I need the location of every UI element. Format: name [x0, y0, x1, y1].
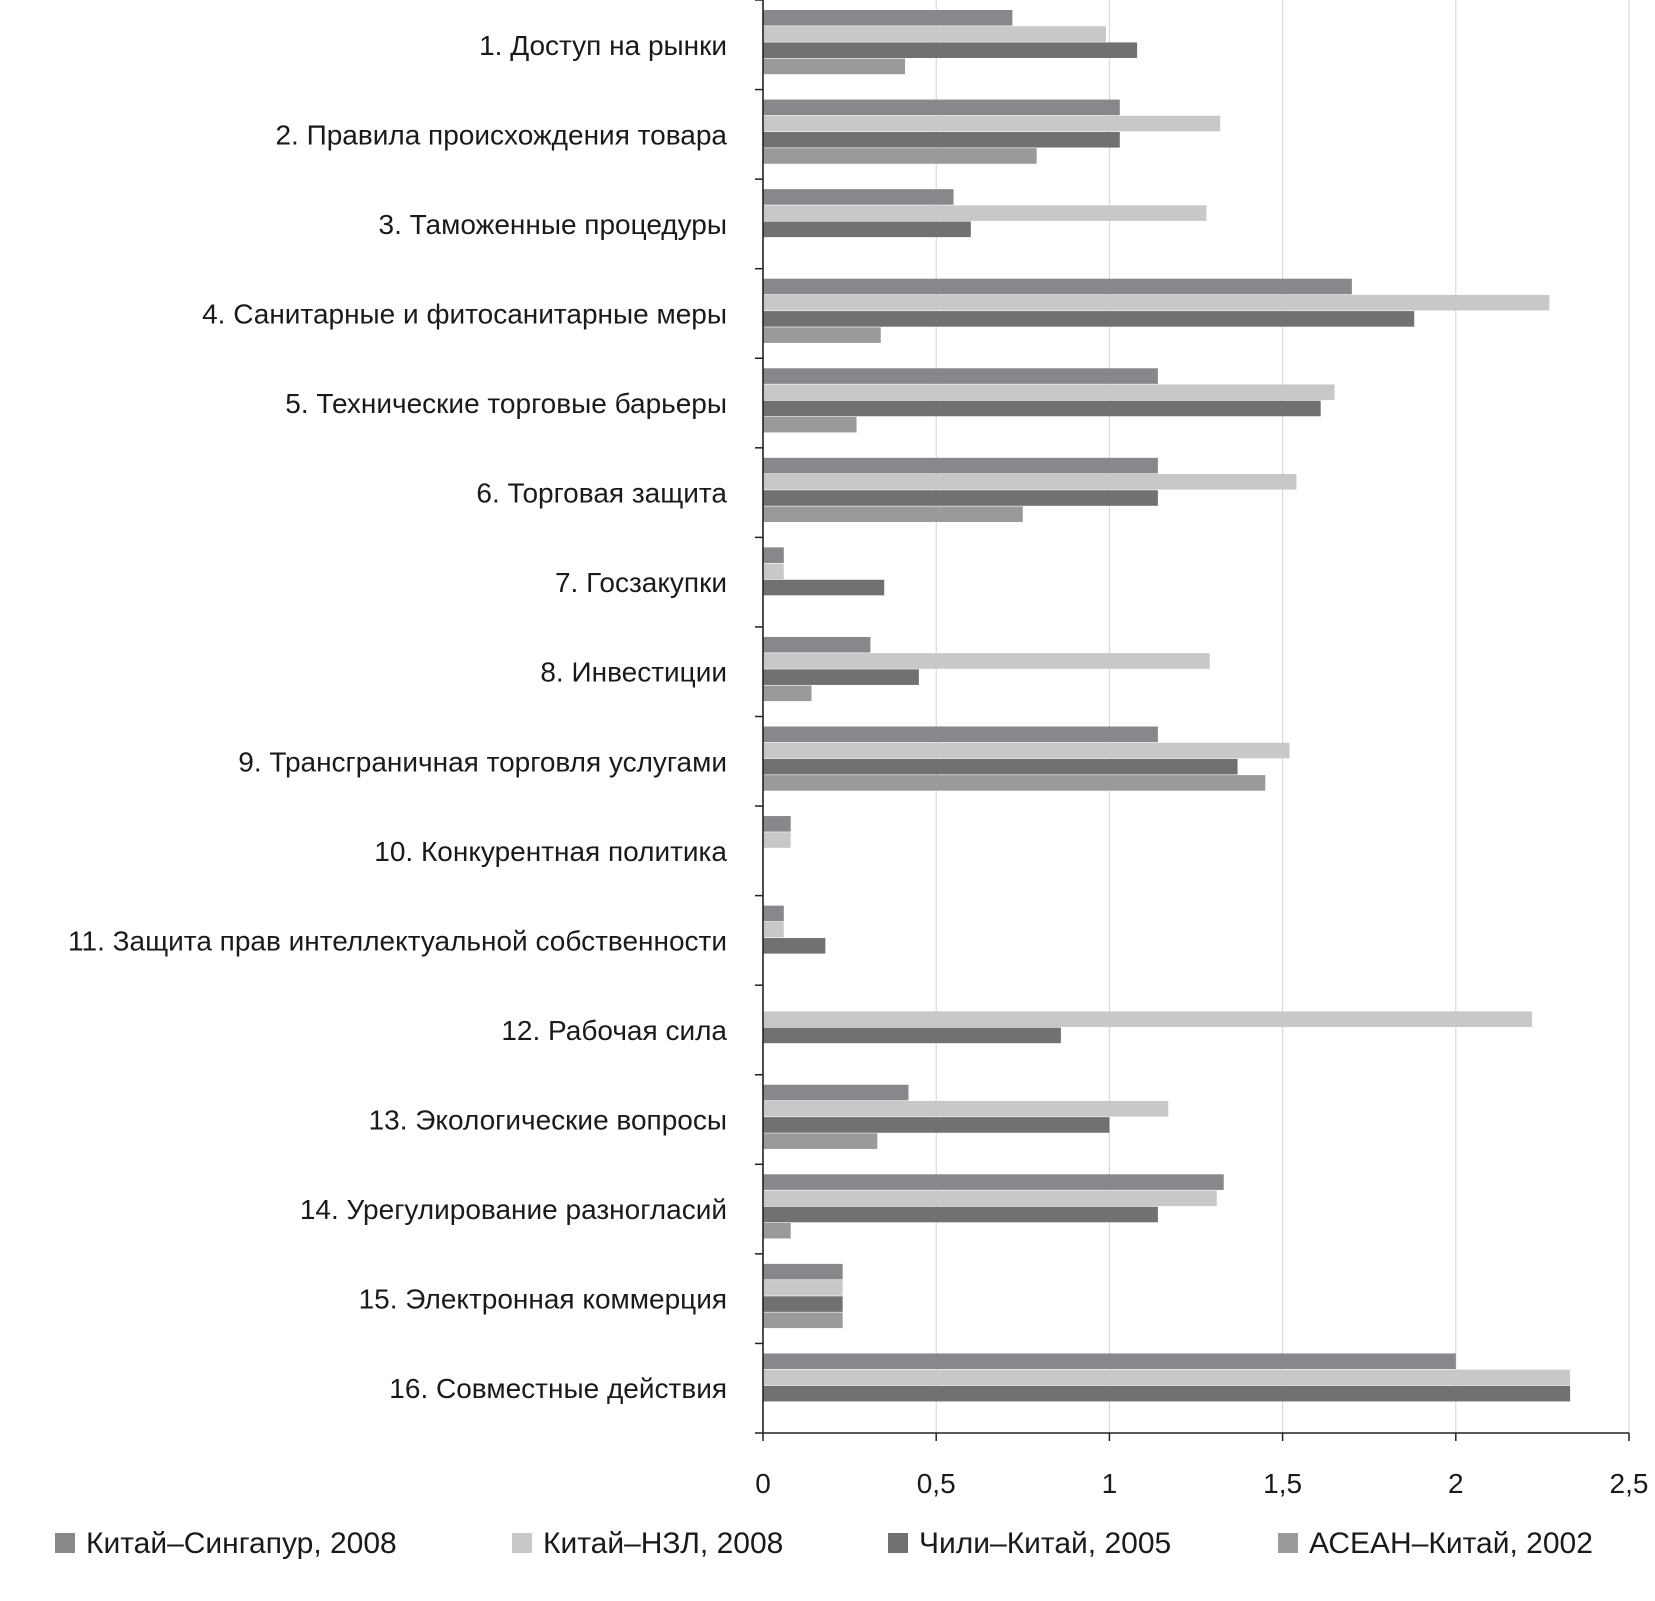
x-tick-label: 2 [1448, 1468, 1464, 1499]
category-label: 1. Доступ на рынки [479, 30, 727, 61]
bar [763, 1263, 843, 1280]
bar [763, 669, 919, 685]
bar [763, 416, 857, 433]
category-label: 13. Экологические вопросы [369, 1105, 727, 1136]
legend-label: Чили–Китай, 2005 [919, 1527, 1171, 1560]
bar [763, 294, 1550, 311]
bar [763, 1280, 843, 1296]
x-tick-label: 0,5 [917, 1468, 956, 1499]
bar [763, 490, 1158, 506]
bar [763, 115, 1221, 132]
legend-swatch [512, 1533, 532, 1553]
bar [763, 189, 954, 205]
category-label: 9. Трансграничная торговля услугами [238, 746, 727, 777]
bar [763, 636, 871, 653]
category-label: 12. Рабочая сила [501, 1015, 727, 1046]
category-label: 8. Инвестиции [540, 657, 727, 688]
legend-label: АСЕАН–Китай, 2002 [1309, 1527, 1593, 1560]
legend-swatch [888, 1533, 908, 1553]
bar [763, 579, 885, 596]
bar [763, 58, 906, 75]
bar [763, 278, 1352, 295]
bar [763, 311, 1415, 327]
bar [763, 474, 1297, 490]
bar [763, 400, 1321, 417]
bar [763, 1385, 1571, 1402]
bar [763, 1312, 843, 1329]
category-labels: 1. Доступ на рынки 2. Правила происхожден… [68, 30, 727, 1404]
legend-label: Китай–Сингапур, 2008 [86, 1527, 397, 1560]
bar [763, 1190, 1217, 1207]
legend-swatch [55, 1533, 75, 1553]
x-tick-label: 2,5 [1610, 1468, 1649, 1499]
category-label: 14. Урегулирование разногласий [300, 1194, 727, 1225]
bar [763, 1011, 1533, 1027]
category-label: 10. Конкурентная политика [374, 836, 727, 867]
legend-label: Китай–НЗЛ, 2008 [543, 1527, 783, 1560]
bar [763, 368, 1158, 384]
x-tick-label: 0 [755, 1468, 771, 1499]
legend: Китай–Сингапур, 2008 Китай–НЗЛ, 2008 Чили–… [55, 1527, 1593, 1560]
bar [763, 1222, 791, 1239]
bar [763, 1133, 878, 1149]
bar [763, 205, 1207, 221]
bar [763, 1296, 843, 1312]
bar [763, 938, 826, 954]
bar [763, 1027, 1061, 1044]
bar [763, 653, 1210, 669]
bar [763, 1206, 1158, 1223]
bar [763, 1174, 1224, 1190]
bar [763, 1084, 909, 1101]
category-label: 7. Госзакупки [555, 567, 727, 598]
bar [763, 10, 1013, 26]
x-tick-label: 1,5 [1263, 1468, 1302, 1499]
bar [763, 563, 784, 580]
category-label: 6. Торговая защита [476, 478, 727, 509]
x-tick-labels: 0 0,5 1 1,5 2 2,5 [755, 1468, 1648, 1499]
bar [763, 99, 1120, 116]
bar [763, 547, 784, 563]
category-label: 11. Защита прав интеллектуальной собстве… [68, 925, 727, 956]
category-label: 3. Таможенные процедуры [379, 209, 727, 240]
axes [755, 0, 1630, 1441]
category-label: 2. Правила происхождения товара [275, 119, 727, 150]
bar [763, 457, 1158, 474]
bars [763, 10, 1571, 1402]
bar [763, 832, 791, 848]
bar [763, 26, 1106, 42]
bar [763, 758, 1238, 775]
bar [763, 1100, 1169, 1117]
category-label: 16. Совместные действия [389, 1373, 727, 1404]
bar [763, 816, 791, 832]
bar [763, 921, 784, 938]
bar [763, 726, 1158, 743]
category-label: 15. Электронная коммерция [359, 1284, 727, 1315]
category-label: 4. Санитарные и фитосанитарные меры [202, 298, 727, 329]
bar [763, 42, 1138, 58]
bar [763, 384, 1335, 401]
x-tick-label: 1 [1102, 1468, 1118, 1499]
bar [763, 506, 1023, 523]
bar [763, 1353, 1456, 1370]
bar [763, 1117, 1110, 1133]
category-label: 5. Технические торговые барьеры [285, 388, 727, 419]
bar [763, 775, 1266, 791]
bar [763, 327, 881, 343]
bar [763, 221, 971, 238]
bar [763, 1369, 1571, 1386]
bar [763, 905, 784, 922]
legend-swatch [1278, 1533, 1298, 1553]
bar [763, 131, 1120, 148]
bar [763, 742, 1290, 759]
bar [763, 148, 1037, 164]
bar [763, 685, 812, 702]
